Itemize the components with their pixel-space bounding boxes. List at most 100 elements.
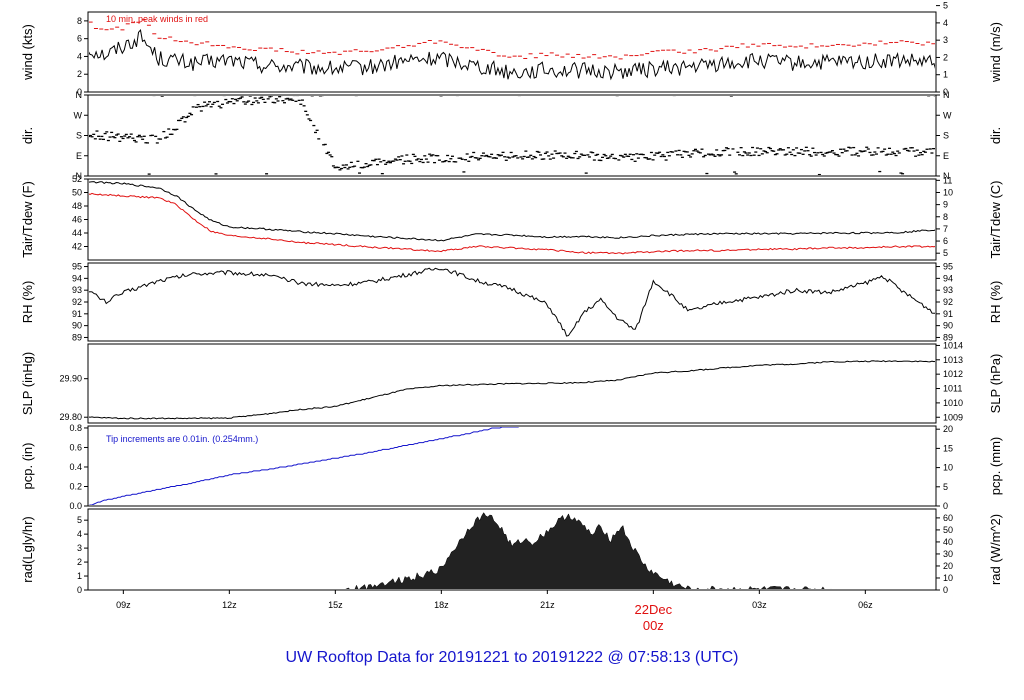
slp-right-tick-label: 1010 [943,398,963,408]
rh-right-tick-label: 89 [943,332,953,342]
temp-right-tick-label: 5 [943,248,948,258]
slp-left-tick-label: 29.80 [59,412,82,422]
rh-left-tick-label: 94 [72,273,82,283]
slp-right-tick-label: 1009 [943,412,963,422]
wind-plot-area [89,19,935,81]
dir-ylabel-right: dir. [988,127,1003,144]
dir-right-tick-label: S [943,131,949,141]
dir-left-tick-label: S [76,131,82,141]
pcp-ylabel-right: pcp. (mm) [988,437,1003,496]
rad-right-tick-label: 50 [943,525,953,535]
wind-frame [87,11,937,93]
pcp-right-tick-label: 5 [943,482,948,492]
slp-right-tick-label: 1013 [943,355,963,365]
temp-ylabel-left: Tair/Tdew (F) [20,181,35,258]
dir-right-tick-label: N [943,90,950,100]
rh-right-tick-label: 91 [943,309,953,319]
dir-left-tick-label: E [76,151,82,161]
rad-right-tick-label: 30 [943,549,953,559]
wind-right-tick-label: 2 [943,52,948,62]
page-title: UW Rooftop Data for 20191221 to 20191222… [285,649,739,666]
pcp-right-tick-label: 0 [943,501,948,511]
rad-right-tick-label: 10 [943,573,953,583]
dir-right-tick-label: E [943,151,949,161]
pcp-panel: 0.0 0.2 0.4 0.6 0.8 0 5 10 15 20 pcp. (in) pcp. (mm… [20,423,1003,511]
temp-left-tick-label: 46 [72,215,82,225]
temp-plot-area [89,181,935,255]
wind-right-tick-label: 0 [943,87,948,97]
tair-line [89,181,935,242]
rh-frame [87,262,937,342]
temp-right-tick-label: 10 [943,187,953,197]
pcp-right-tick-label: 15 [943,443,953,453]
tdew-line [89,192,935,255]
rad-left-tick-label: 3 [77,543,82,553]
dir-right-tick-label: W [943,110,952,120]
rad-plot-area [345,512,832,589]
wind-ylabel-left: wind (kts) [20,24,35,81]
time-tick-label: 15z [328,600,343,610]
temp-left-tick-label: 42 [72,242,82,252]
temp-left-tick-label: 50 [72,188,82,198]
wind-annotation: 10 min. peak winds in red [106,14,208,24]
wind-panel: 0 2 4 6 8 0 1 2 3 4 5 wind (kts) wind (m/s) 10 min. p… [20,1,1003,97]
rh-ylabel-left: RH (%) [20,281,35,324]
time-tick-label: 18z [434,600,449,610]
time-tick-label: 22Dec [635,602,673,617]
slp-frame [87,343,937,424]
slp-ylabel-left: SLP (inHg) [20,352,35,415]
rh-right-tick-label: 92 [943,297,953,307]
pcp-left-tick-label: 0.8 [69,423,82,433]
rh-right-tick-label: 90 [943,321,953,331]
temp-right-tick-label: 7 [943,224,948,234]
slp-right-tick-label: 1012 [943,369,963,379]
time-tick-label: 21z [540,600,555,610]
slp-right-tick-label: 1014 [943,340,963,350]
pcp-left-tick-label: 0.6 [69,442,82,452]
pcp-frame [87,425,937,507]
wind-right-tick-label: 3 [943,35,948,45]
temp-panel: 42 44 46 48 50 52 5 6 7 8 9 10 11 Tair/Tdew (F) Tair/T… [20,174,1003,261]
temp-left-tick-label: 48 [72,201,82,211]
wind-left-tick-label: 6 [77,34,82,44]
rad-right-tick-label: 60 [943,513,953,523]
slp-right-tick-label: 1011 [943,384,962,394]
time-tick-label: 09z [116,600,131,610]
time-tick-label: 03z [752,600,767,610]
rad-left-tick-label: 1 [77,571,82,581]
rh-left-tick-label: 89 [72,332,82,342]
rad-left-tick-label: 2 [77,557,82,567]
rad-right-tick-label: 40 [943,537,953,547]
wind-left-tick-label: 4 [77,51,82,61]
precip-line [89,427,520,505]
rad-ylabel-right: rad (W/m^2) [988,514,1003,585]
rh-ylabel-right: RH (%) [988,281,1003,324]
dir-frame [87,94,937,177]
rad-left-tick-label: 4 [77,529,82,539]
wind-left-tick-label: 8 [77,16,82,26]
temp-right-tick-label: 9 [943,200,948,210]
temp-ylabel-right: Tair/Tdew (C) [988,180,1003,258]
pcp-left-tick-label: 0.0 [69,501,82,511]
wind-right-tick-label: 5 [943,1,948,11]
rh-left-tick-label: 93 [72,285,82,295]
rh-left-tick-label: 91 [72,309,82,319]
dir-left-tick-label: N [76,171,83,181]
rh-right-tick-label: 93 [943,285,953,295]
wind-left-tick-label: 0 [77,87,82,97]
rh-plot-area [89,267,935,337]
radiation-area [345,512,832,589]
rh-right-tick-label: 94 [943,273,953,283]
dir-left-tick-label: W [74,110,83,120]
slp-left-tick-label: 29.90 [59,374,82,384]
pcp-left-tick-label: 0.2 [69,481,82,491]
wind-right-tick-label: 1 [943,70,948,80]
slp-line [89,360,935,420]
rh-left-tick-label: 90 [72,321,82,331]
